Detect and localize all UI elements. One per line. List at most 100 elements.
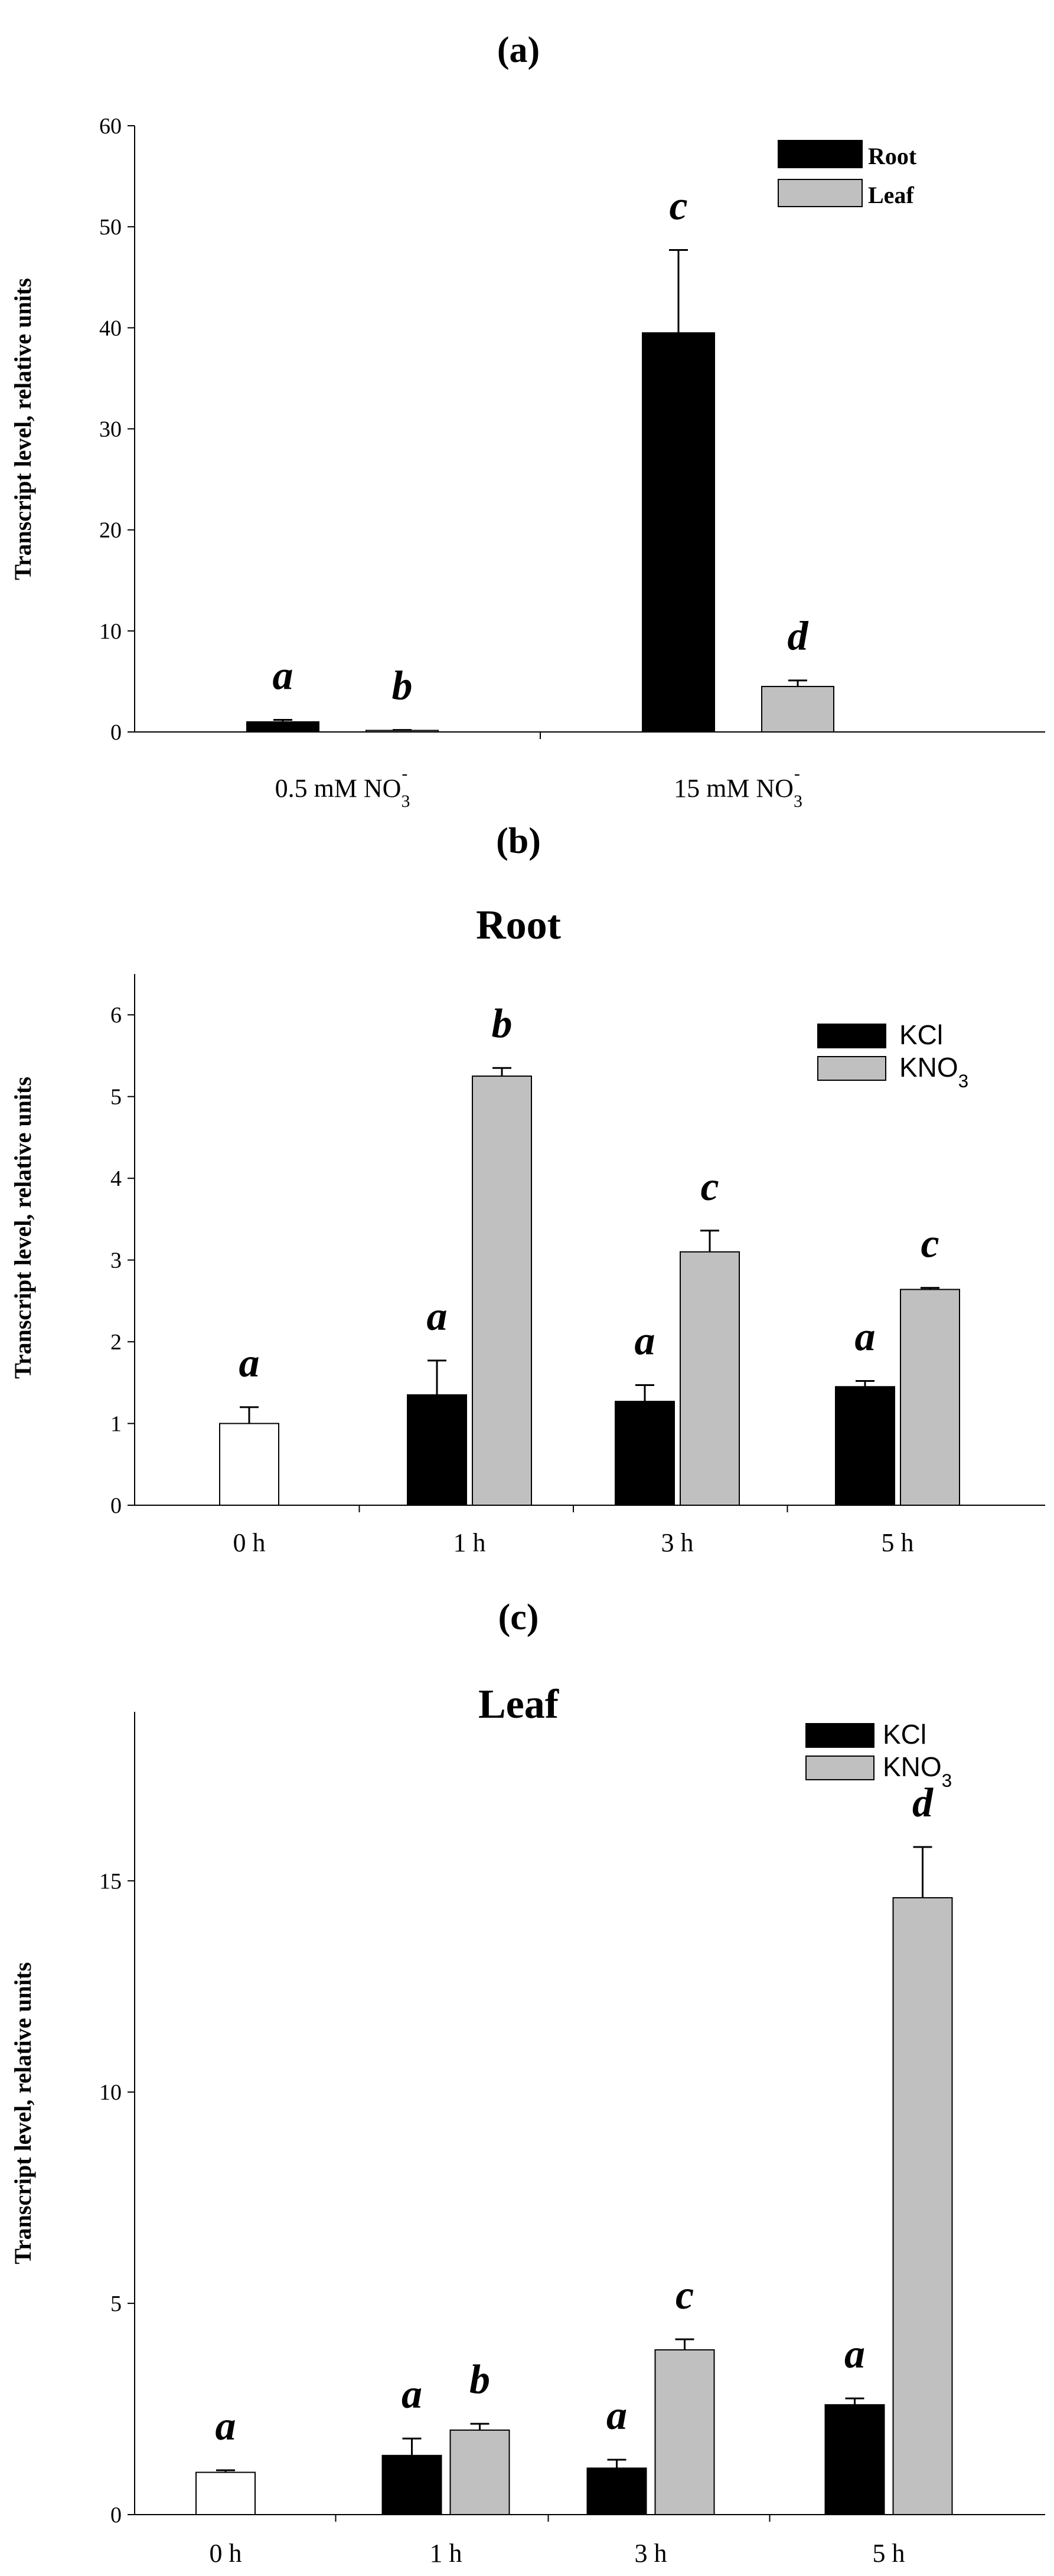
significance-letter: a	[402, 2372, 422, 2417]
legend-label-text: KCl	[883, 1719, 926, 1750]
significance-letter: c	[921, 1221, 939, 1267]
legend-label-text: Root	[868, 143, 917, 169]
bar-kno	[680, 1251, 740, 1506]
y-tick-label: 20	[99, 518, 122, 543]
legend-swatch	[817, 1056, 886, 1081]
significance-letter: a	[635, 1318, 655, 1364]
legend: Root Leaf	[778, 140, 917, 208]
significance-letter: a	[427, 1294, 448, 1339]
bar-kno	[900, 1289, 960, 1506]
legend-swatch	[778, 179, 863, 207]
x-category-text: 3 h	[661, 1528, 694, 1557]
y-tick-label: 10	[99, 2080, 122, 2105]
x-category-text: 3 h	[635, 2539, 667, 2568]
legend-label: Leaf	[868, 182, 914, 208]
significance-letter: c	[676, 2273, 694, 2318]
y-tick-label: 1	[110, 1412, 122, 1437]
significance-letter: b	[492, 1001, 513, 1047]
bar-kcl	[381, 2454, 442, 2516]
legend-label: KNO3	[883, 1751, 952, 1791]
y-tick-label: 10	[99, 619, 122, 644]
legend-swatch	[817, 1024, 886, 1048]
x-category-text: 0 h	[210, 2539, 242, 2568]
x-category-text: 1 h	[453, 1528, 486, 1557]
x-category-subscript: 3	[401, 792, 410, 811]
y-tick-label: 50	[99, 215, 122, 240]
legend-label-text: KNO	[883, 1751, 942, 1782]
x-category-text: 5 h	[882, 1528, 914, 1557]
bar-root	[642, 332, 715, 733]
x-category-label: 15 mM NO3 -	[674, 764, 802, 811]
legend-label-subscript: 3	[942, 1770, 952, 1791]
x-category-label: 1 h	[430, 2539, 462, 2568]
x-category-label: 3 h	[661, 1528, 694, 1557]
significance-letter: d	[788, 614, 809, 659]
x-category-superscript: -	[794, 764, 800, 783]
y-tick-label: 0	[110, 2503, 122, 2528]
bar-kcl	[407, 1394, 467, 1506]
bar-kno	[449, 2429, 510, 2516]
x-category-superscript: -	[402, 764, 407, 783]
significance-letter: b	[392, 663, 413, 709]
y-tick-label: 2	[110, 1330, 122, 1355]
chart-title: Root	[476, 903, 561, 948]
significance-letter: b	[469, 2357, 490, 2402]
legend-label-text: Leaf	[868, 182, 914, 208]
bar-kcl	[586, 2467, 647, 2516]
x-category-text: 0.5 mM NO	[275, 774, 402, 803]
significance-letter: a	[239, 1341, 260, 1386]
chart-panel-c: (c) Leaf 0 5 10 15 Transcript level, relative …	[9, 1597, 1045, 2568]
bar-kcl	[835, 1386, 895, 1506]
y-tick-label: 60	[99, 114, 122, 139]
chart-panel-a: (a) 0 10 20 30 40 50 60 Transcript level, relati…	[9, 30, 1045, 811]
panel-label: (c)	[498, 1597, 539, 1637]
legend-swatch	[778, 140, 863, 168]
y-tick-label: 30	[99, 417, 122, 442]
bar-kcl	[615, 1401, 675, 1506]
legend-label-text: KNO	[899, 1052, 958, 1083]
y-tick-label: 5	[110, 1085, 122, 1110]
panel-label: (a)	[497, 30, 540, 70]
x-category-text: 15 mM NO	[674, 774, 794, 803]
x-category-subscript: 3	[794, 792, 802, 811]
legend-label-text: KCl	[899, 1019, 943, 1050]
chart-title: Leaf	[478, 1682, 559, 1727]
bar-kno	[892, 1897, 953, 2515]
x-category-text: 1 h	[430, 2539, 462, 2568]
x-category-label: 1 h	[453, 1528, 486, 1557]
legend-swatch	[805, 1756, 874, 1780]
x-category-label: 5 h	[873, 2539, 905, 2568]
x-category-label: 0.5 mM NO3 -	[275, 764, 410, 811]
y-axis-label: Transcript level, relative units	[9, 1962, 36, 2264]
bar-kno	[654, 2349, 715, 2515]
significance-letter: c	[700, 1164, 719, 1209]
y-tick-label: 15	[99, 1869, 122, 1894]
legend-swatch	[805, 1723, 874, 1748]
x-category-label: 5 h	[882, 1528, 914, 1557]
chart-panel-b: (b) Root 0 1 2 3 4 5 6 Transcript level, relative…	[9, 821, 1045, 1557]
significance-letter: c	[669, 184, 687, 229]
significance-letter: a	[606, 2393, 627, 2438]
y-tick-label: 5	[110, 2291, 122, 2316]
bar-leaf	[761, 685, 834, 733]
bar-control	[219, 1423, 279, 1506]
significance-letter: a	[273, 653, 293, 698]
y-tick-label: 40	[99, 316, 122, 341]
y-tick-label: 4	[110, 1166, 122, 1191]
y-tick-label: 3	[110, 1248, 122, 1273]
y-axis-label: Transcript level, relative units	[9, 1077, 36, 1379]
y-tick-label: 0	[110, 720, 122, 745]
bar-kcl	[824, 2404, 885, 2516]
legend-label: Root	[868, 143, 917, 169]
significance-letter: d	[912, 1780, 934, 1826]
significance-letter: a	[216, 2404, 236, 2449]
y-tick-label: 6	[110, 1003, 122, 1028]
legend-label: KNO3	[899, 1052, 968, 1091]
panel-label: (b)	[496, 821, 541, 861]
significance-letter: a	[844, 2332, 865, 2377]
x-category-label: 3 h	[635, 2539, 667, 2568]
x-category-label: 0 h	[210, 2539, 242, 2568]
